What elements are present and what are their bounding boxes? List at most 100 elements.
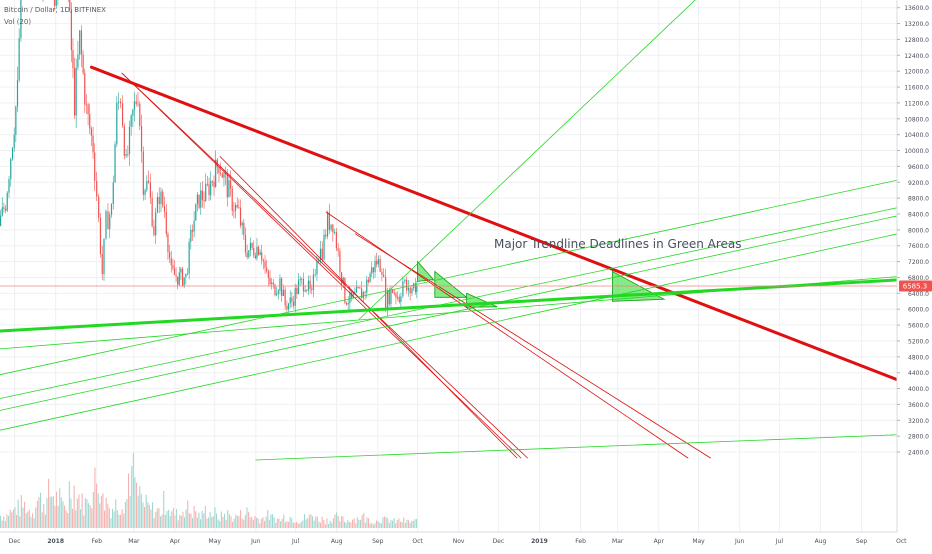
volume-bar	[265, 516, 267, 528]
volume-bar	[81, 493, 83, 528]
volume-bar	[230, 516, 232, 528]
candle-body	[332, 224, 334, 233]
main-red-trendline[interactable]	[89, 65, 932, 404]
candle-body	[299, 278, 301, 281]
candle-body	[139, 103, 141, 126]
green-trendline-3[interactable]	[0, 202, 932, 411]
volume-bar	[40, 492, 42, 528]
volume-bar	[115, 499, 117, 528]
red-trendline-a[interactable]	[121, 72, 528, 459]
green-trendline-5[interactable]	[0, 272, 932, 350]
volume-bar	[401, 522, 403, 528]
volume-bar	[142, 502, 144, 528]
candle-body	[400, 296, 402, 303]
candle-body	[8, 179, 10, 193]
candle-body	[274, 284, 276, 296]
volume-bar	[414, 519, 416, 528]
volume-bar	[20, 495, 22, 528]
volume-bar	[11, 512, 13, 528]
main-green-support[interactable]	[0, 276, 932, 333]
candle-body	[142, 151, 144, 195]
volume-bar	[398, 518, 400, 528]
green-trendline-steep[interactable]	[358, 0, 704, 320]
red-trendline-b[interactable]	[121, 72, 522, 459]
volume-bar	[209, 512, 211, 528]
y-tick-label: 12400.0	[904, 53, 929, 60]
y-tick-label: 4400.0	[908, 370, 929, 377]
volume-bar	[340, 516, 342, 528]
y-axis[interactable]: 2400.0 2800.0 3200.0 3600.0 4000.0 4400.0 4800…	[897, 5, 929, 457]
candle-body	[376, 260, 378, 265]
current-price-tag	[899, 280, 932, 292]
candle-body	[254, 255, 256, 259]
volume-bar	[411, 520, 413, 528]
volume-bar	[403, 517, 405, 528]
candle-body	[251, 242, 253, 248]
red-trendline-c[interactable]	[219, 156, 518, 459]
volume-bar	[136, 482, 138, 528]
candle-body	[321, 248, 323, 260]
volume-bar	[46, 498, 48, 528]
volume-bar	[371, 522, 373, 528]
volume-bar	[139, 485, 141, 528]
volume-bar	[347, 520, 349, 528]
symbol-label[interactable]: Bitcoin / Dollar, 1D, BITFINEX	[4, 6, 106, 14]
volume-bar	[203, 513, 205, 528]
volume-bar	[153, 518, 155, 528]
candle-body	[92, 135, 94, 153]
candle-body	[259, 252, 261, 255]
green-trendline-4[interactable]	[0, 220, 932, 431]
red-trendline-d[interactable]	[325, 211, 689, 459]
x-tick-label: 2018	[47, 538, 64, 545]
volume-bar	[110, 518, 112, 528]
volume-bar	[160, 516, 162, 528]
volume-bar	[80, 509, 82, 528]
candle-body	[75, 67, 77, 116]
volume-bar	[412, 520, 414, 528]
green-trendline-6[interactable]	[255, 432, 932, 461]
candle-body	[73, 68, 76, 116]
candle-body	[132, 109, 134, 116]
volume-bar	[198, 512, 200, 528]
candle-body	[404, 279, 406, 282]
candle-body	[163, 205, 166, 212]
volume-bar	[72, 508, 74, 528]
volume-bar	[185, 509, 187, 528]
candle-body	[266, 267, 268, 272]
candle-body	[395, 293, 397, 298]
candle-body	[82, 54, 84, 73]
candle-body	[11, 147, 14, 159]
candle-body	[411, 288, 413, 294]
volume-bar	[182, 511, 184, 528]
volume-bar	[68, 481, 70, 528]
volume-bar	[59, 488, 61, 528]
volume-bar	[38, 497, 40, 528]
candle-body	[309, 280, 311, 289]
x-tick-label: Aug	[815, 538, 827, 545]
volume-label[interactable]: Vol (20)	[4, 18, 31, 26]
y-tick-label: 10000.0	[904, 148, 929, 155]
green-trendline-1[interactable]	[0, 166, 932, 376]
volume-bar	[305, 519, 307, 528]
x-axis[interactable]: Dec 2018 Feb Mar Apr May Jun Jul Aug Sep Oct Nov Dec…	[9, 538, 907, 545]
volume-bar	[315, 516, 317, 528]
candle-body	[85, 104, 88, 106]
candle-body	[160, 191, 162, 204]
candle-body	[98, 196, 100, 218]
volume-bar	[193, 505, 195, 528]
volume-bar	[161, 514, 163, 528]
red-trendline-e[interactable]	[354, 233, 711, 459]
volume-bar	[353, 518, 355, 528]
candle-body	[282, 289, 284, 297]
candle-body	[205, 183, 207, 202]
candle-body	[347, 303, 349, 305]
candle-body	[172, 265, 174, 269]
green-trendline-2[interactable]	[0, 194, 932, 399]
volume-bar	[65, 510, 67, 528]
candle-body	[261, 252, 263, 261]
volume-bar	[171, 511, 173, 528]
volume-bar	[134, 477, 136, 528]
volume-bar	[267, 509, 269, 528]
volume-bar	[16, 515, 18, 528]
candle-body	[277, 290, 279, 294]
